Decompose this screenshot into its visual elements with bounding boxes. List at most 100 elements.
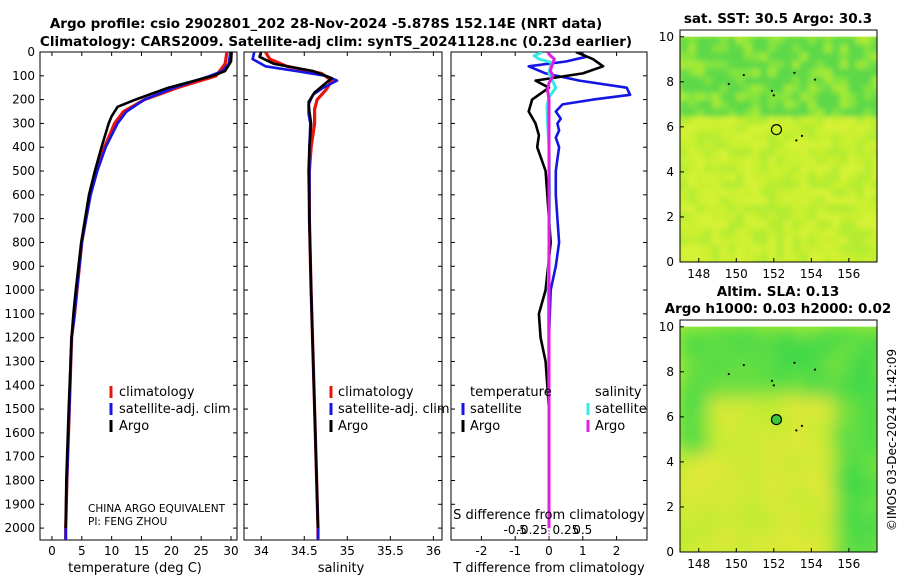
map-cell <box>720 212 728 221</box>
map-cell <box>680 410 694 425</box>
map-cell <box>784 244 792 253</box>
map-cell <box>728 148 736 157</box>
map-cell <box>820 550 834 552</box>
map-cell <box>792 494 806 509</box>
map-cell <box>708 410 722 425</box>
map-cell <box>840 228 848 237</box>
map-cell <box>806 522 820 537</box>
map-cell <box>680 494 694 509</box>
map-cell <box>680 36 688 45</box>
map-cell <box>708 522 722 537</box>
map-cell <box>712 260 720 262</box>
map-cell <box>760 236 768 245</box>
map-cell <box>752 76 760 85</box>
legend-label-t-satellite: satellite <box>470 402 522 417</box>
map-cell <box>832 220 840 229</box>
map-frame <box>679 319 878 553</box>
map-cell <box>832 172 840 181</box>
map-y-tick-label: 4 <box>666 455 674 469</box>
map-cell <box>736 156 744 165</box>
map-cell <box>776 164 784 173</box>
map-cell <box>820 480 834 495</box>
map-cell <box>776 76 784 85</box>
x-tick-label: 35.5 <box>377 544 404 558</box>
map-cell <box>708 466 722 481</box>
map-cell <box>824 228 832 237</box>
map-cell <box>864 100 872 109</box>
map-cell <box>728 172 736 181</box>
map-cell <box>800 220 808 229</box>
map-cell <box>688 252 696 261</box>
map-cell <box>832 140 840 149</box>
map-cell <box>784 36 792 45</box>
map-cell <box>872 132 877 141</box>
map-cell <box>800 44 808 53</box>
map-cell <box>872 140 877 149</box>
credit-text: ©IMOS 03-Dec-2024 11:42:09 <box>885 349 899 531</box>
map-cell <box>728 236 736 245</box>
map-cell <box>778 326 792 341</box>
map-cell <box>750 340 764 355</box>
no-data-area <box>680 30 877 37</box>
map-cell <box>720 116 728 125</box>
map-cell <box>824 60 832 69</box>
island-dot <box>727 372 730 376</box>
annotation-pi: PI: FENG ZHOU <box>88 516 167 528</box>
x-tick-label: 2 <box>613 544 621 558</box>
map-cell <box>728 156 736 165</box>
map-cell <box>704 220 712 229</box>
map-cell <box>688 60 696 69</box>
map-cell <box>722 536 736 551</box>
map-cell <box>792 60 800 69</box>
map-cell <box>856 212 864 221</box>
map-cell <box>832 252 840 261</box>
map-cell <box>768 188 776 197</box>
map-cell <box>688 76 696 85</box>
map-cell <box>820 452 834 467</box>
map-cell <box>834 466 848 481</box>
map-cell <box>816 220 824 229</box>
map-cell <box>872 188 877 197</box>
map-cell <box>736 326 750 341</box>
map-cell <box>694 508 708 523</box>
map-cell <box>752 196 760 205</box>
map-cell <box>840 36 848 45</box>
map-cell <box>792 452 806 467</box>
map-cell <box>680 536 694 551</box>
map-cell <box>834 536 848 551</box>
map-cell <box>776 244 784 253</box>
map-cell <box>864 212 872 221</box>
map-cell <box>792 156 800 165</box>
sst-map: 148 150 152 154 156 0 2 4 6 8 10 <box>659 29 878 281</box>
island-dot <box>727 82 730 86</box>
map-cell <box>856 132 864 141</box>
map-cell <box>864 116 872 125</box>
map-cell <box>752 84 760 93</box>
map-cell <box>712 244 720 253</box>
map-cell <box>680 522 694 537</box>
map-cell <box>792 188 800 197</box>
map-cell <box>808 108 816 117</box>
map-cell <box>728 60 736 69</box>
map-cell <box>784 236 792 245</box>
map-cell <box>856 244 864 253</box>
map-cell <box>768 260 776 262</box>
map-cell <box>712 68 720 77</box>
map-cell <box>856 196 864 205</box>
map-cell <box>704 60 712 69</box>
map-cell <box>848 164 856 173</box>
map-cell <box>856 156 864 165</box>
map-cell <box>848 438 862 453</box>
map-cell <box>760 44 768 53</box>
map-cell <box>736 36 744 45</box>
x-tick-label: -1 <box>509 544 521 558</box>
map-cell <box>792 410 806 425</box>
map-x-tick-label: 148 <box>687 557 710 571</box>
map-cell <box>720 52 728 61</box>
map-cell <box>688 68 696 77</box>
map-cell <box>712 148 720 157</box>
sla-map-title-1: Altim. SLA: 0.13 <box>717 284 839 300</box>
map-cell <box>722 550 736 552</box>
float-position-marker <box>770 124 783 136</box>
map-cell <box>694 494 708 509</box>
